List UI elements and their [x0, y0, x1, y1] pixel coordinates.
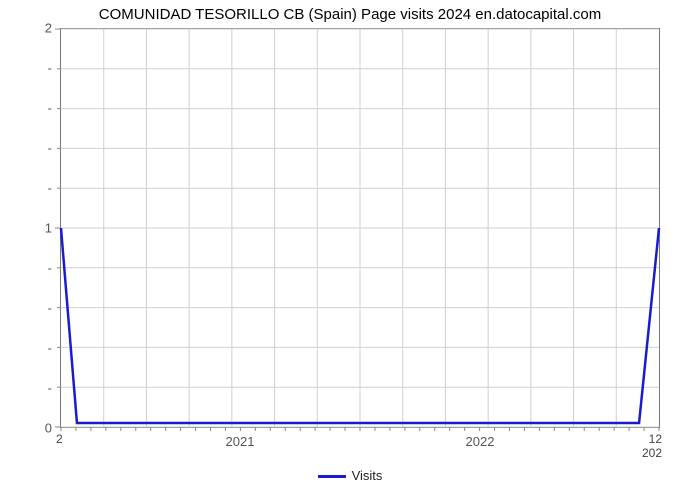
- legend-swatch: [318, 475, 346, 478]
- y-tick-minor: -: [48, 61, 52, 76]
- y-tick-minor: -: [48, 301, 52, 316]
- y-tick-minor: -: [48, 101, 52, 116]
- legend-label: Visits: [352, 468, 383, 483]
- plot-area: [60, 28, 660, 428]
- x-tick-label: 2022: [466, 434, 495, 449]
- x-sublabel-left: 2: [56, 432, 63, 446]
- plot-svg: [61, 29, 659, 427]
- x-sublabel-right-bot: 202: [642, 446, 662, 460]
- y-tick-minor: -: [48, 141, 52, 156]
- chart-container: COMUNIDAD TESORILLO CB (Spain) Page visi…: [0, 0, 700, 500]
- y-tick-minor: -: [48, 181, 52, 196]
- y-tick-minor: -: [48, 341, 52, 356]
- y-tick-minor: -: [48, 381, 52, 396]
- y-tick-label: 1: [45, 221, 52, 236]
- y-tick-minor: -: [48, 261, 52, 276]
- y-tick-label: 2: [45, 21, 52, 36]
- x-tick-label: 2021: [226, 434, 255, 449]
- x-sublabel-right-top: 12: [649, 432, 662, 446]
- legend: Visits: [0, 468, 700, 483]
- chart-title: COMUNIDAD TESORILLO CB (Spain) Page visi…: [0, 6, 700, 23]
- y-tick-label: 0: [45, 421, 52, 436]
